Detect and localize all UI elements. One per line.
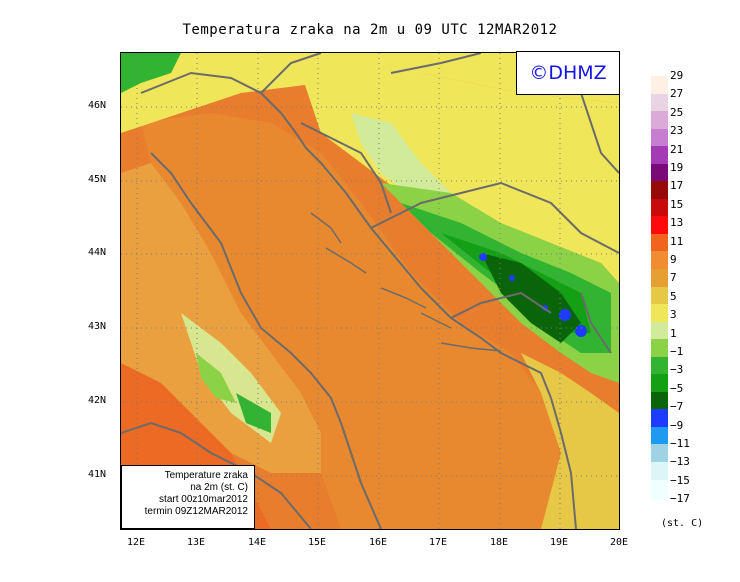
colorbar-label: −7 [670,400,684,414]
colorbar-swatch [651,339,668,357]
cold-spot-2 [509,275,515,281]
colorbar-swatch [651,304,668,322]
colorbar-swatch [651,233,668,252]
lon-tick-13e: 13E [186,537,206,548]
lat-tick-43n: 43N [88,321,107,332]
colorbar-swatch [651,93,668,112]
north-band [121,53,619,133]
colorbar-label: 19 [670,161,684,174]
colorbar [651,76,668,500]
colorbar-label: 7 [670,271,677,285]
temperature-field [121,53,619,529]
adriatic-sea [141,113,561,529]
info-line-3: start 00z10mar2012 [159,494,248,505]
dhmz-logo: ©DHMZ [516,51,620,95]
forecast-info-box: Temperature zraka na 2m (st. C) start 00… [121,465,255,529]
colorbar-label: 5 [670,289,677,303]
islands [310,212,502,352]
dinaric-coldest [481,253,581,343]
colorbar-swatch [651,216,668,234]
colorbar-swatch [651,321,668,340]
colorbar-label: −11 [670,437,690,450]
lon-tick-12e: 12E [126,537,146,548]
colorbar-label: −3 [670,363,684,377]
colorbar-label: 21 [670,142,684,156]
colorbar-swatch [651,356,668,375]
colorbar-swatch [651,426,668,445]
apennine-cold-1 [196,353,236,403]
lon-tick-19e: 19E [549,537,569,548]
coastlines [121,53,619,529]
lat-tick-45n: 45N [88,174,107,185]
colorbar-label: −5 [670,381,684,395]
colorbar-label: 1 [670,326,677,340]
italy-land [121,163,321,473]
colorbar-label: 11 [670,234,684,248]
colorbar-swatch [651,374,668,392]
temperature-map [120,52,620,530]
lon-tick-18e: 18E [489,537,509,548]
info-line-2: na 2m (st. C) [190,482,248,493]
colorbar-label: 3 [670,308,677,322]
colorbar-label: −9 [670,418,684,432]
colorbar-label: 17 [670,179,684,193]
colorbar-swatch [651,479,668,500]
colorbar-swatch [651,198,668,217]
alps-cold [121,53,181,93]
colorbar-swatch [651,462,668,480]
colorbar-swatch [651,111,668,129]
colorbar-swatch [651,146,668,164]
colorbar-label: 9 [670,253,677,266]
colorbar-units: (st. C) [661,518,704,529]
info-line-4: termin 09Z12MAR2012 [144,506,248,517]
lon-tick-15e: 15E [307,537,327,548]
info-line-1: Temperature zraka [164,470,248,481]
lon-tick-17e: 17E [428,537,448,548]
lat-tick-42n: 42N [88,395,107,406]
lat-tick-41n: 41N [88,469,107,480]
colorbar-swatch [651,269,668,287]
colorbar-label: 13 [670,216,684,230]
colorbar-swatch [651,409,668,427]
lon-tick-20e: 20E [609,537,629,548]
colorbar-swatch [651,163,668,182]
lat-tick-44n: 44N [88,247,107,258]
colorbar-label: 15 [670,197,684,211]
colorbar-swatch [651,391,668,410]
map-title: Temperatura zraka na 2m u 09 UTC 12MAR20… [182,22,558,38]
colorbar-swatch [651,76,668,94]
colorbar-swatch [651,128,668,147]
colorbar-label: 23 [670,124,684,138]
grid [121,53,619,529]
colorbar-label: −13 [670,455,690,469]
lat-tick-46n: 46N [88,100,107,111]
colorbar-swatch [651,444,668,463]
colorbar-label: −17 [670,492,690,506]
colorbar-label: 25 [670,105,684,119]
apennine-cold-2 [236,393,271,433]
colorbar-swatch [651,181,668,199]
colorbar-label: 29 [670,69,684,82]
lon-tick-14e: 14E [247,537,267,548]
lon-tick-16e: 16E [368,537,388,548]
colorbar-label: −1 [670,345,684,358]
cold-spot-4 [575,325,587,337]
colorbar-label: 27 [670,87,684,101]
colorbar-swatch [651,251,668,270]
albania-land [521,353,619,529]
cold-spot-3 [559,309,571,321]
colorbar-label: −15 [670,473,690,487]
cold-spot-1 [479,253,487,261]
colorbar-swatch [651,286,668,305]
